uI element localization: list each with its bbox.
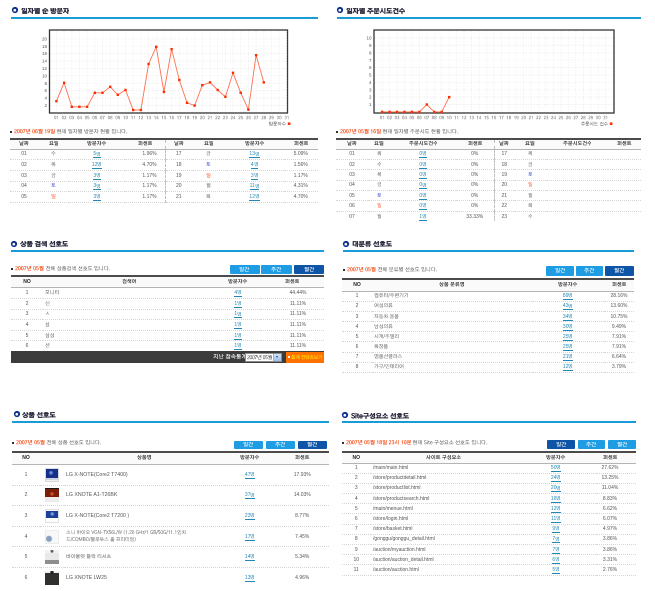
svg-text:4: 4 <box>44 96 47 101</box>
svg-text:16: 16 <box>42 51 48 56</box>
svg-text:2: 2 <box>369 95 372 100</box>
svg-text:9: 9 <box>369 43 372 48</box>
svg-text:4: 4 <box>369 80 372 85</box>
svg-text:20: 20 <box>42 36 48 41</box>
svg-text:6: 6 <box>44 88 47 93</box>
svg-text:14: 14 <box>42 59 48 64</box>
svg-text:18: 18 <box>42 44 48 49</box>
svg-text:10: 10 <box>42 73 48 78</box>
svg-text:3: 3 <box>369 87 372 92</box>
svg-text:12: 12 <box>42 66 48 71</box>
svg-text:10: 10 <box>366 36 372 41</box>
svg-text:1: 1 <box>369 102 372 107</box>
svg-text:5: 5 <box>369 73 372 78</box>
svg-text:6: 6 <box>369 65 372 70</box>
svg-text:7: 7 <box>369 58 372 63</box>
svg-text:2: 2 <box>44 103 47 108</box>
svg-text:8: 8 <box>369 50 372 55</box>
svg-text:8: 8 <box>44 81 47 86</box>
